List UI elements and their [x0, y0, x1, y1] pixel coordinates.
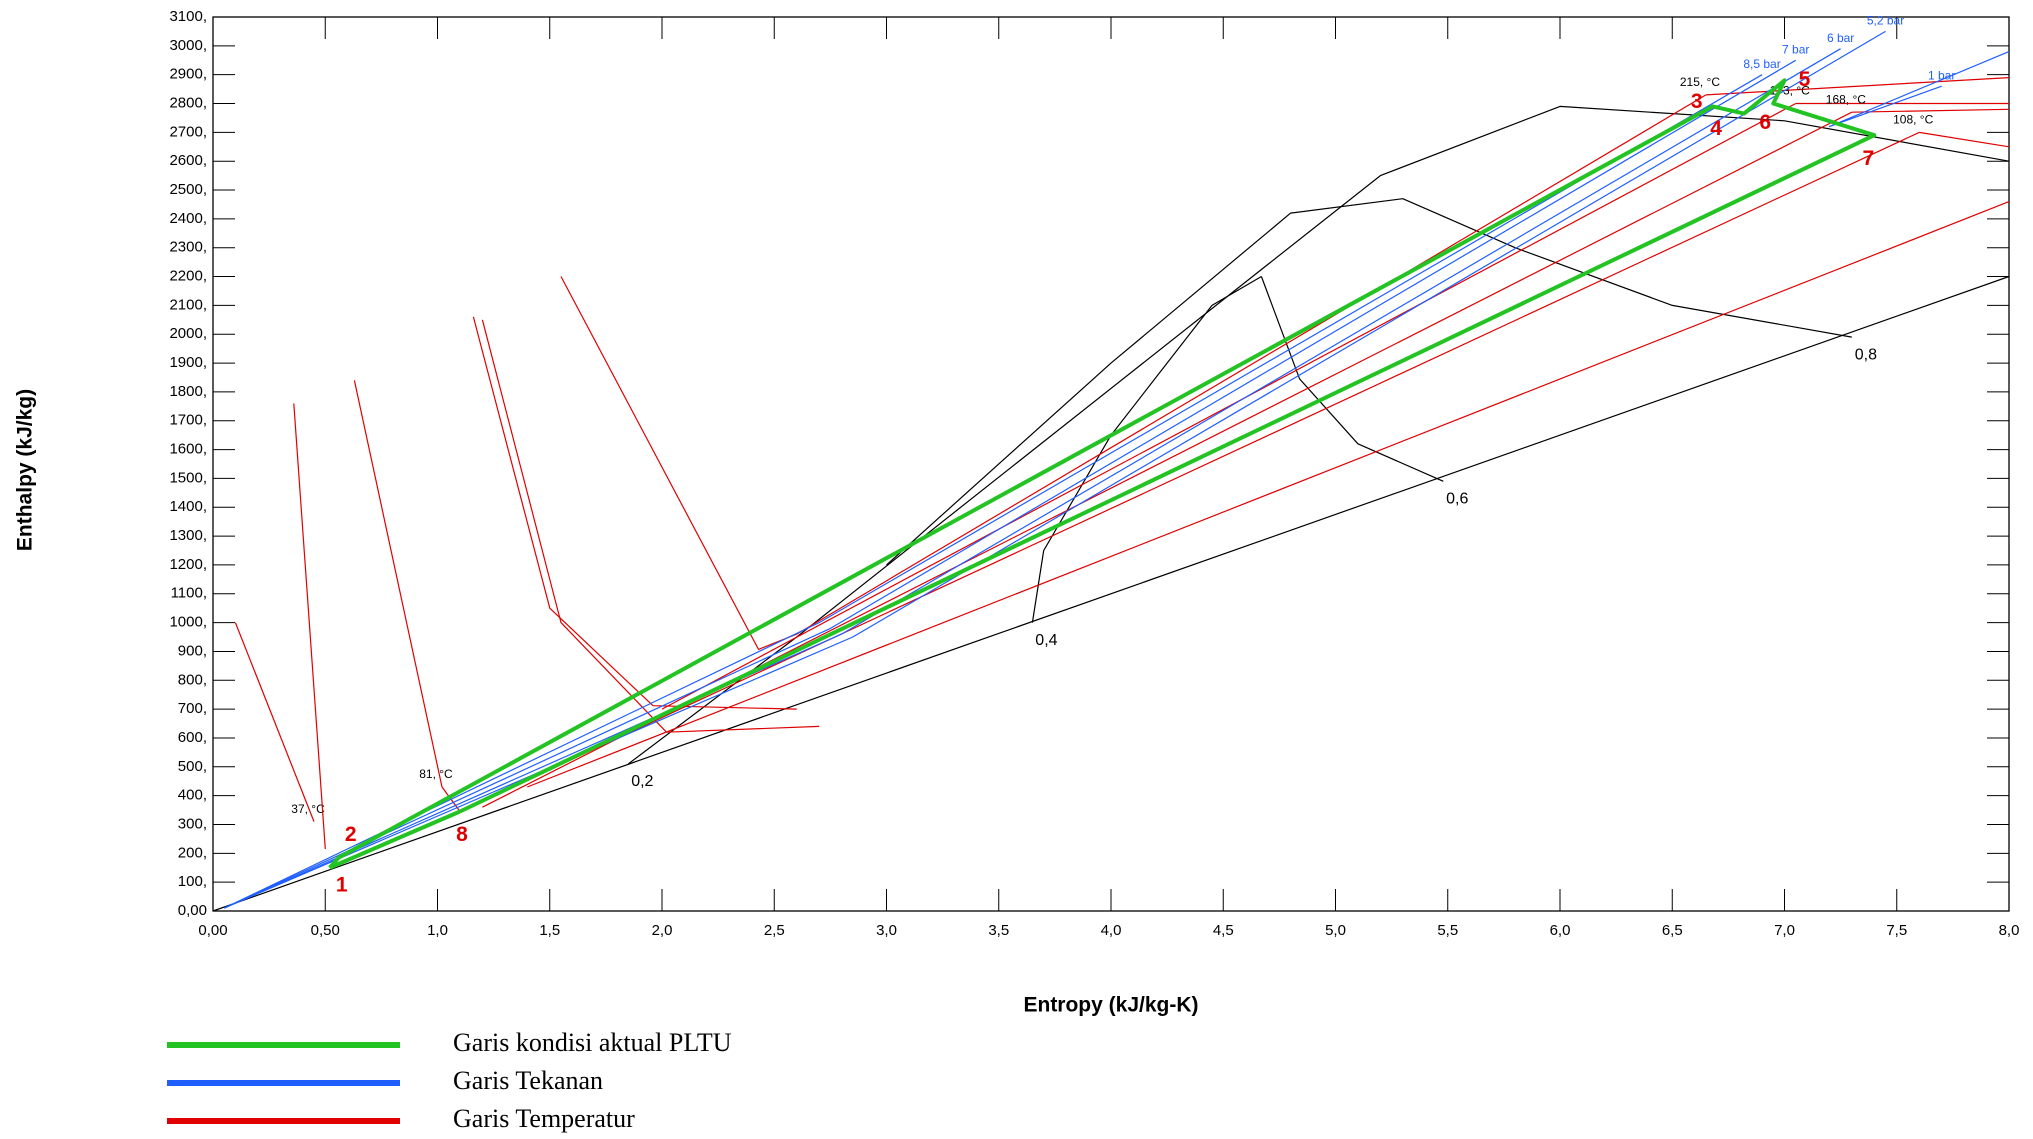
x-tick-label: 4,0: [1101, 922, 1122, 939]
x-tick-label: 7,5: [1886, 922, 1907, 939]
line-label: 0,8: [1855, 346, 1877, 363]
line-label: 108, °C: [1893, 113, 1933, 127]
legend-label: Garis kondisi aktual PLTU: [453, 1028, 732, 1057]
point-label: 6: [1759, 111, 1771, 134]
y-tick-label: 100,: [178, 873, 207, 890]
x-tick-label: 6,5: [1662, 922, 1683, 939]
line-label: 81, °C: [419, 767, 453, 781]
y-tick-label: 1600,: [169, 441, 207, 458]
y-tick-label: 800,: [178, 671, 207, 688]
line-label: 0,2: [631, 773, 653, 790]
x-tick-label: 8,0: [1999, 922, 2020, 939]
point-label: 1: [336, 873, 348, 896]
y-tick-label: 400,: [178, 787, 207, 804]
point-label: 5: [1799, 68, 1811, 91]
y-tick-label: 0,00: [178, 902, 207, 919]
line-label: 8,5 bar: [1743, 57, 1780, 71]
x-tick-label: 2,5: [764, 922, 785, 939]
x-tick-label: 1,5: [539, 922, 560, 939]
y-tick-label: 1000,: [169, 614, 207, 631]
y-tick-label: 1300,: [169, 527, 207, 544]
y-tick-label: 1500,: [169, 469, 207, 486]
y-tick-label: 900,: [178, 642, 207, 659]
x-tick-label: 7,0: [1774, 922, 1795, 939]
y-tick-label: 2100,: [169, 296, 207, 313]
y-tick-label: 2900,: [169, 66, 207, 83]
line-label: 7 bar: [1782, 42, 1809, 56]
point-label: 4: [1710, 117, 1722, 140]
y-tick-label: 1400,: [169, 498, 207, 515]
y-tick-label: 3100,: [169, 8, 207, 25]
x-tick-label: 3,0: [876, 922, 897, 939]
point-label: 3: [1691, 90, 1703, 113]
x-tick-label: 5,0: [1325, 922, 1346, 939]
line-label: 6 bar: [1827, 31, 1854, 45]
y-tick-label: 300,: [178, 815, 207, 832]
x-tick-label: 2,0: [652, 922, 673, 939]
y-tick-label: 1800,: [169, 383, 207, 400]
point-label: 2: [345, 823, 357, 846]
x-tick-label: 0,50: [311, 922, 340, 939]
y-tick-label: 3000,: [169, 37, 207, 54]
x-axis-title: Entropy (kJ/kg-K): [1023, 994, 1198, 1017]
y-tick-label: 1200,: [169, 556, 207, 573]
chart: Entropy (kJ/kg-K) Enthalpy (kJ/kg) 0,00 0…: [0, 0, 2033, 1134]
y-tick-label: 1900,: [169, 354, 207, 371]
y-tick-label: 2700,: [169, 123, 207, 140]
y-tick-label: 1700,: [169, 412, 207, 429]
y-tick-label: 2000,: [169, 325, 207, 342]
legend-label: Garis Temperatur: [453, 1104, 635, 1133]
x-tick-label: 0,00: [198, 922, 227, 939]
y-tick-label: 2200,: [169, 268, 207, 285]
y-tick-label: 2800,: [169, 94, 207, 111]
x-tick-label: 5,5: [1437, 922, 1458, 939]
point-label: 7: [1862, 147, 1874, 170]
y-tick-label: 700,: [178, 700, 207, 717]
x-tick-label: 4,5: [1213, 922, 1234, 939]
y-tick-label: 2600,: [169, 152, 207, 169]
y-tick-label: 2300,: [169, 239, 207, 256]
line-label: 215, °C: [1680, 75, 1720, 89]
y-tick-label: 1100,: [171, 585, 207, 602]
legend-label: Garis Tekanan: [453, 1066, 603, 1095]
line-label: 37, °C: [291, 802, 325, 816]
line-label: 0,4: [1035, 632, 1057, 649]
line-label: 0,6: [1446, 491, 1468, 508]
x-tick-label: 1,0: [427, 922, 448, 939]
y-tick-label: 600,: [178, 729, 207, 746]
point-label: 8: [456, 823, 468, 846]
line-label: 5,2 bar: [1867, 14, 1904, 28]
line-label: 168, °C: [1826, 92, 1866, 106]
x-tick-label: 3,5: [988, 922, 1009, 939]
line-label: 1 bar: [1928, 68, 1955, 82]
y-tick-label: 2500,: [169, 181, 207, 198]
y-tick-label: 500,: [178, 758, 207, 775]
x-tick-label: 6,0: [1550, 922, 1571, 939]
y-tick-label: 2400,: [169, 210, 207, 227]
y-tick-label: 200,: [178, 844, 207, 861]
y-axis-title: Enthalpy (kJ/kg): [14, 389, 37, 551]
